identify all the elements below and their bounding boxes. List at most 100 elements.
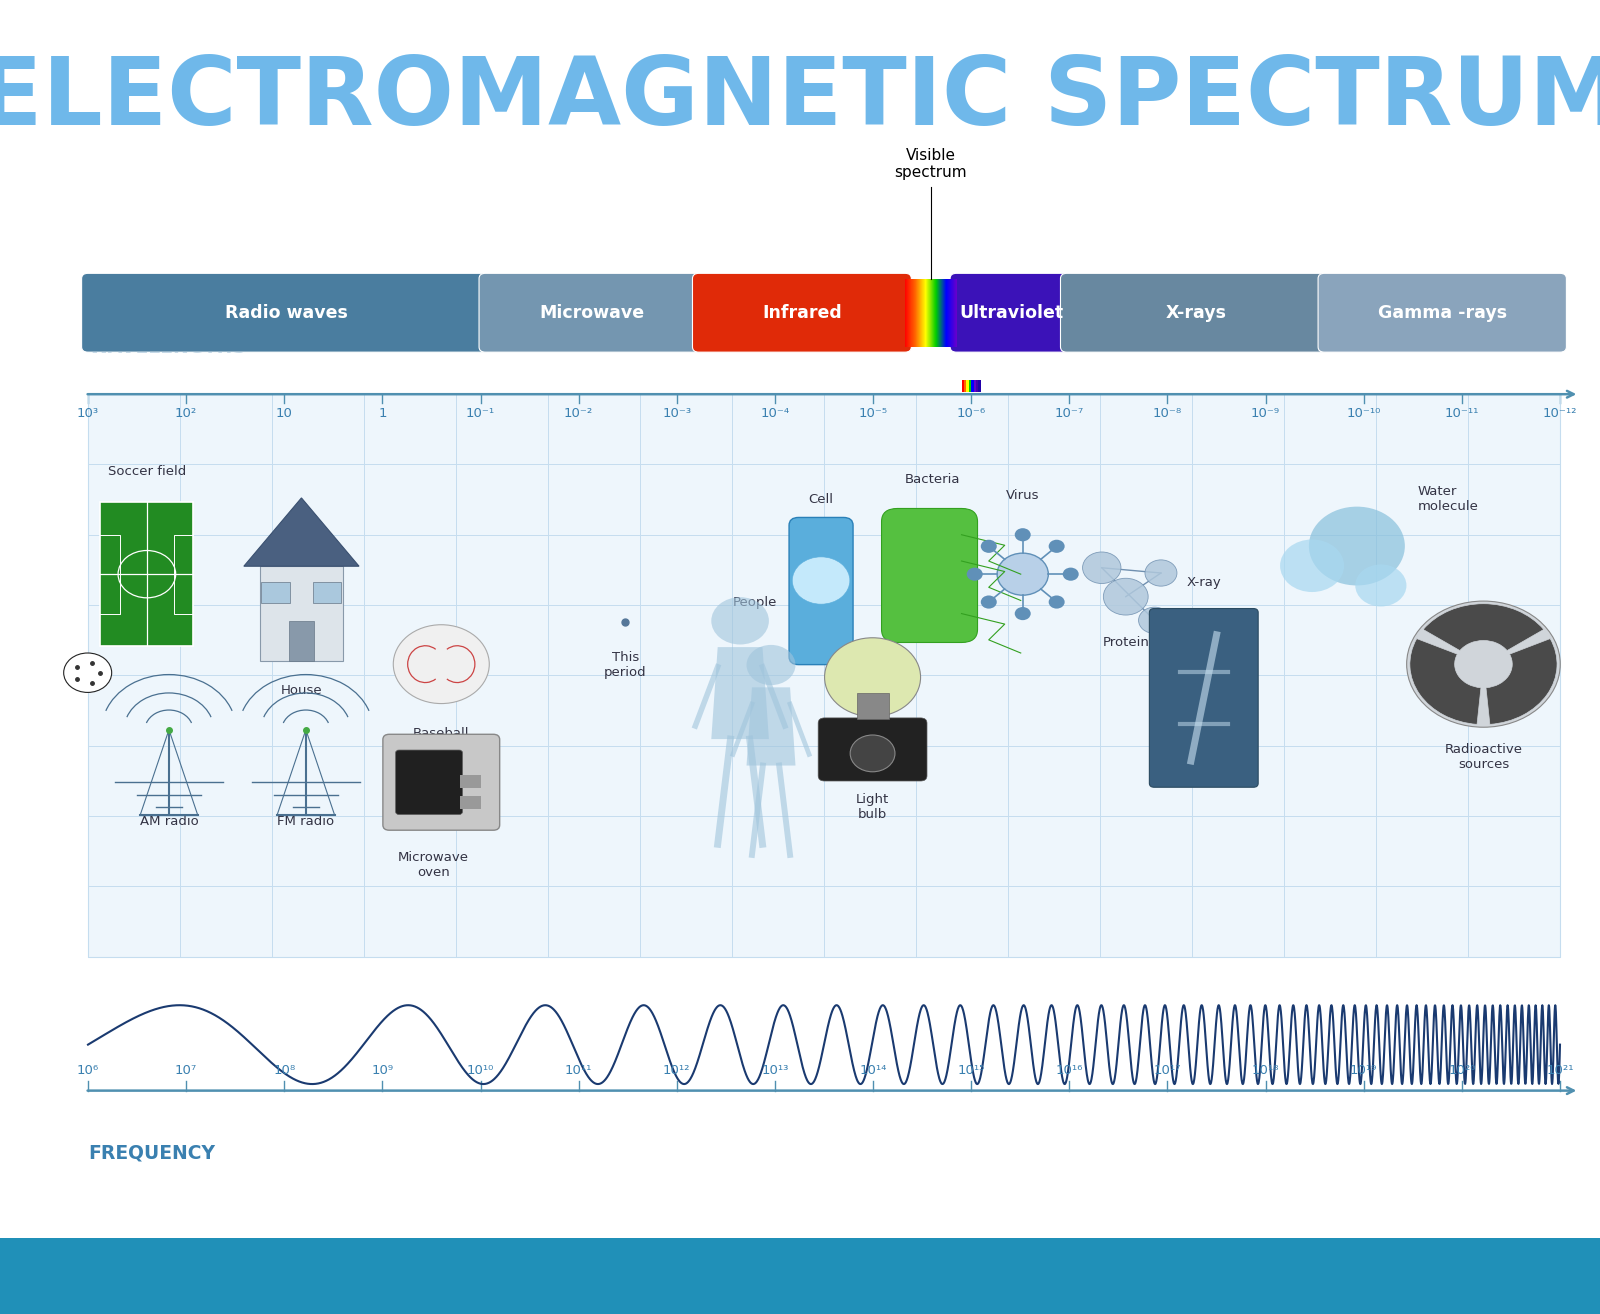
Text: 10¹⁴: 10¹⁴	[859, 1064, 886, 1077]
Text: House: House	[280, 685, 322, 698]
Wedge shape	[1422, 603, 1544, 650]
Text: ELECTROMAGNETIC SPECTRUM: ELECTROMAGNETIC SPECTRUM	[0, 53, 1600, 145]
Circle shape	[1048, 595, 1064, 608]
FancyBboxPatch shape	[789, 518, 853, 665]
Text: 10⁻⁷: 10⁻⁷	[1054, 407, 1083, 420]
Circle shape	[1014, 528, 1030, 541]
Text: 10⁻⁵: 10⁻⁵	[859, 407, 888, 420]
FancyBboxPatch shape	[478, 273, 706, 352]
Circle shape	[1406, 600, 1560, 727]
Text: WAVELENGTHS: WAVELENGTHS	[88, 339, 246, 357]
Text: Cell: Cell	[808, 493, 834, 506]
Bar	[971, 380, 973, 392]
Circle shape	[747, 645, 795, 685]
Text: 10⁸: 10⁸	[274, 1064, 296, 1077]
Circle shape	[1355, 565, 1406, 607]
Text: 10²⁰: 10²⁰	[1448, 1064, 1475, 1077]
Polygon shape	[747, 687, 795, 766]
FancyBboxPatch shape	[693, 273, 912, 352]
Text: 10¹⁷: 10¹⁷	[1154, 1064, 1181, 1077]
Circle shape	[850, 735, 894, 771]
Circle shape	[792, 557, 850, 604]
Bar	[978, 380, 981, 392]
Text: Gamma -rays: Gamma -rays	[1378, 304, 1507, 322]
Wedge shape	[1410, 639, 1482, 724]
Text: 10¹²: 10¹²	[662, 1064, 691, 1077]
Bar	[261, 582, 290, 603]
Bar	[461, 796, 480, 809]
Bar	[288, 622, 314, 661]
Text: 10³: 10³	[77, 407, 99, 420]
Circle shape	[394, 624, 490, 703]
Text: 10¹⁵: 10¹⁵	[957, 1064, 986, 1077]
Circle shape	[824, 637, 920, 716]
Circle shape	[1146, 560, 1178, 586]
Text: 10⁻⁶: 10⁻⁶	[957, 407, 986, 420]
Text: Baseball: Baseball	[413, 727, 469, 740]
Text: Microwave: Microwave	[539, 304, 645, 322]
Text: Protein: Protein	[1102, 636, 1149, 649]
Bar	[966, 380, 968, 392]
FancyBboxPatch shape	[395, 750, 462, 815]
Text: 10⁻¹: 10⁻¹	[466, 407, 494, 420]
Text: 10⁻¹²: 10⁻¹²	[1542, 407, 1578, 420]
Text: X-rays: X-rays	[1165, 304, 1226, 322]
Text: Microwave
oven: Microwave oven	[398, 851, 469, 879]
Text: AM radio: AM radio	[139, 815, 198, 828]
FancyBboxPatch shape	[1149, 608, 1258, 787]
Text: 10⁻²: 10⁻²	[565, 407, 594, 420]
Text: 10⁶: 10⁶	[77, 1064, 99, 1077]
Text: ID 75915379  © Designua: ID 75915379 © Designua	[1301, 1269, 1483, 1282]
Circle shape	[1139, 607, 1171, 633]
Text: 10¹⁶: 10¹⁶	[1056, 1064, 1083, 1077]
Text: 10⁷: 10⁷	[174, 1064, 197, 1077]
Bar	[856, 692, 888, 719]
Text: 10¹¹: 10¹¹	[565, 1064, 592, 1077]
Circle shape	[1280, 540, 1344, 593]
Text: Virus: Virus	[1006, 489, 1040, 502]
Text: Radioactive
sources: Radioactive sources	[1445, 742, 1523, 771]
Text: 1: 1	[378, 407, 387, 420]
Text: FM radio: FM radio	[277, 815, 334, 828]
FancyBboxPatch shape	[882, 509, 978, 643]
Text: 10⁹: 10⁹	[371, 1064, 394, 1077]
Circle shape	[981, 540, 997, 553]
Bar	[963, 380, 966, 392]
Text: This
period: This period	[603, 650, 646, 679]
Text: 10⁻⁹: 10⁻⁹	[1251, 407, 1280, 420]
Bar	[461, 775, 480, 788]
Bar	[973, 380, 976, 392]
Circle shape	[1104, 578, 1149, 615]
Circle shape	[1309, 507, 1405, 586]
Circle shape	[1062, 568, 1078, 581]
Text: Visible
spectrum: Visible spectrum	[894, 147, 966, 180]
Bar	[968, 380, 971, 392]
Text: 10¹⁹: 10¹⁹	[1350, 1064, 1378, 1077]
Circle shape	[712, 597, 770, 644]
Bar	[312, 582, 341, 603]
Text: 10²: 10²	[174, 407, 197, 420]
Text: dreamstime.com: dreamstime.com	[218, 1267, 358, 1285]
FancyBboxPatch shape	[382, 735, 499, 830]
Text: 10¹⁸: 10¹⁸	[1251, 1064, 1280, 1077]
Text: 10⁻³: 10⁻³	[662, 407, 691, 420]
Text: Infrared: Infrared	[762, 304, 842, 322]
Text: Light
bulb: Light bulb	[856, 792, 890, 821]
Text: People: People	[733, 595, 778, 608]
Text: Ultraviolet: Ultraviolet	[960, 304, 1064, 322]
FancyBboxPatch shape	[818, 717, 926, 781]
Bar	[976, 380, 978, 392]
Bar	[0, 1238, 1600, 1314]
Circle shape	[966, 568, 982, 581]
Text: 10¹³: 10¹³	[762, 1064, 789, 1077]
Text: 10⁻¹¹: 10⁻¹¹	[1445, 407, 1478, 420]
Circle shape	[1014, 607, 1030, 620]
Text: 10⁻⁸: 10⁻⁸	[1154, 407, 1182, 420]
Text: FREQUENCY: FREQUENCY	[88, 1143, 214, 1162]
Circle shape	[64, 653, 112, 692]
Polygon shape	[712, 646, 770, 738]
Bar	[259, 566, 342, 661]
Circle shape	[981, 595, 997, 608]
Text: X-ray: X-ray	[1187, 576, 1221, 589]
Text: 10⁻¹⁰: 10⁻¹⁰	[1347, 407, 1381, 420]
